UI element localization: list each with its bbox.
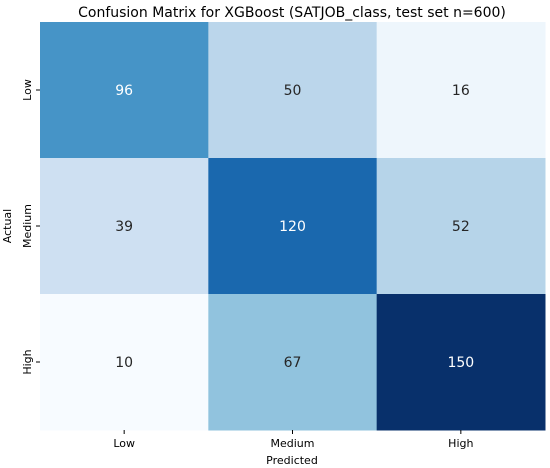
heatmap-cells: 96 50 16 39 120 52 10 67 150 (40, 22, 546, 431)
heatmap-cell (208, 22, 378, 159)
heatmap-cell (208, 158, 378, 295)
heatmap-cell (376, 158, 546, 295)
heatmap-cell (40, 294, 209, 431)
cell-value-label: 50 (284, 83, 302, 99)
y-tick-label: High (21, 349, 34, 374)
heatmap-cell (376, 22, 546, 159)
y-axis-ticks: Low Medium High (21, 79, 40, 375)
chart-title: Confusion Matrix for XGBoost (SATJOB_cla… (78, 5, 506, 21)
x-tick-label: High (448, 437, 473, 450)
x-axis-ticks: Low Medium High (113, 430, 473, 450)
cell-value-label: 96 (115, 83, 133, 99)
cell-value-label: 39 (115, 219, 133, 235)
cell-value-label: 150 (447, 355, 474, 371)
x-axis-label: Predicted (266, 454, 318, 467)
y-tick-label: Medium (21, 204, 34, 248)
heatmap-cell (208, 294, 378, 431)
heatmap-cell (40, 22, 209, 159)
cell-value-label: 67 (284, 355, 302, 371)
cell-value-label: 120 (279, 219, 306, 235)
y-axis-label: Actual (1, 209, 14, 243)
x-tick-label: Low (113, 437, 135, 450)
cell-value-label: 16 (452, 83, 470, 99)
cell-value-label: 10 (115, 355, 133, 371)
cell-value-label: 52 (452, 219, 470, 235)
x-tick-label: Medium (271, 437, 315, 450)
y-tick-label: Low (21, 79, 34, 101)
heatmap-cell (376, 294, 546, 431)
heatmap-cell (40, 158, 209, 295)
